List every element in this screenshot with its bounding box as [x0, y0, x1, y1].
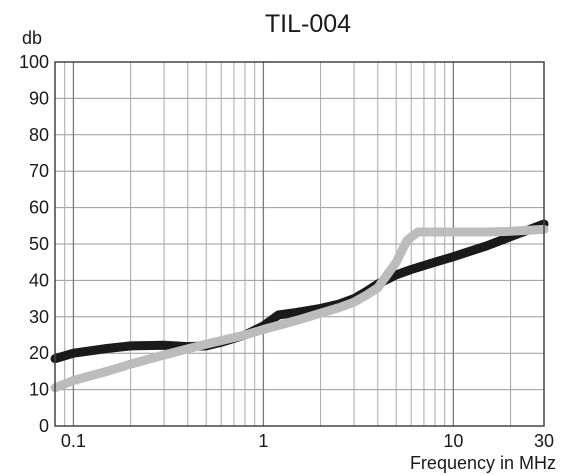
x-tick-label: 0.1 [61, 431, 86, 451]
y-tick-label: 80 [29, 125, 49, 145]
series-line-1 [50, 219, 549, 364]
plot-frame [54, 61, 545, 427]
y-tick-label: 50 [29, 234, 49, 254]
y-tick-label: 20 [29, 343, 49, 363]
y-tick-label: 60 [29, 198, 49, 218]
series-line-2 [50, 224, 549, 393]
y-tick-label: 10 [29, 380, 49, 400]
x-tick-label: 30 [534, 431, 554, 451]
y-tick-label: 40 [29, 270, 49, 290]
y-axis-label: db [22, 28, 42, 48]
y-tick-label: 90 [29, 88, 49, 108]
y-tick-label: 70 [29, 161, 49, 181]
x-tick-label: 1 [258, 431, 268, 451]
x-tick-labels: 0.1 1 10 30 [61, 431, 554, 451]
y-tick-labels: 0 10 20 30 40 50 60 70 80 90 100 [19, 52, 49, 436]
grid [55, 62, 544, 426]
x-tick-label: 10 [443, 431, 463, 451]
chart-title: TIL-004 [265, 10, 351, 38]
y-tick-label: 0 [39, 416, 49, 436]
series-group [50, 219, 549, 393]
x-axis-label: Frequency in MHz [410, 453, 556, 473]
y-tick-label: 30 [29, 307, 49, 327]
y-tick-label: 100 [19, 52, 49, 72]
